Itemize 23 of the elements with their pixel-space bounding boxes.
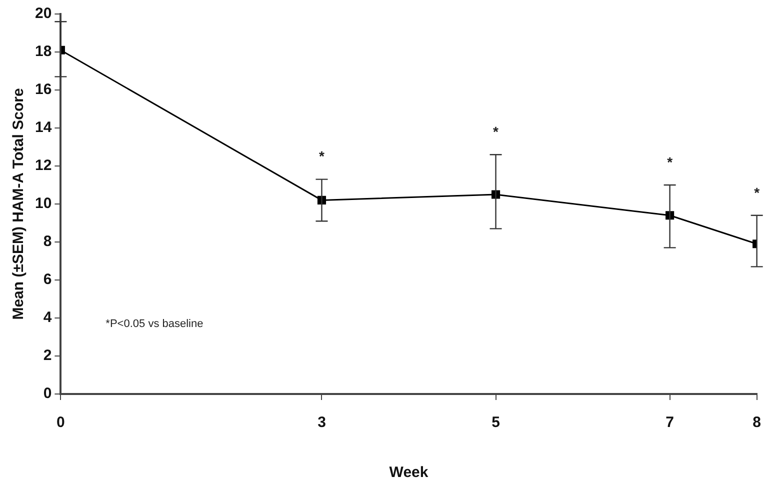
y-tick-label: 18 [34,43,52,60]
y-tick-label: 8 [43,233,52,250]
y-tick-label: 2 [43,347,52,364]
y-tick-label: 20 [34,5,52,22]
y-tick-label: 6 [43,271,52,288]
y-tick-label: 14 [34,119,52,136]
annotation: * [319,148,326,164]
annotation: * [754,184,760,200]
y-tick-label: 10 [34,195,52,212]
x-tick-label: 5 [492,414,500,432]
x-tick-label: 7 [666,414,674,432]
y-tick-label: 12 [34,157,52,174]
x-tick-label: 0 [56,414,65,432]
x-tick-label: 3 [318,414,326,432]
y-tick-label: 0 [43,385,52,402]
x-tick-label: 8 [752,414,761,432]
y-tick-label: 16 [34,81,52,98]
annotation: * [667,154,674,170]
x-axis-title: Week [389,464,429,482]
annotation: *P<0.05 vs baseline [106,318,204,330]
y-axis-title: Mean (±SEM) HAM-A Total Score [10,88,28,320]
annotation: * [493,123,500,140]
y-tick-label: 4 [43,309,52,326]
